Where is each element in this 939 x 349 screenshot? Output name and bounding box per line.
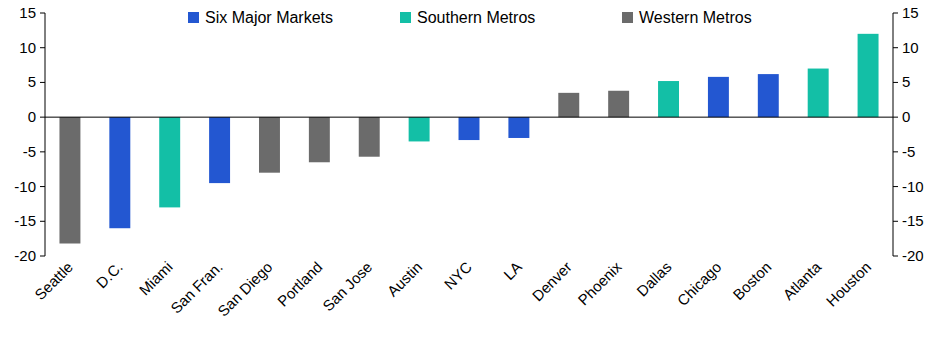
y2-tick: [893, 256, 898, 257]
bar: [508, 117, 529, 138]
y2-tick-label: -10: [902, 178, 924, 195]
x-tick-label: NYC: [441, 258, 476, 293]
y-tick-label: -10: [14, 178, 36, 195]
y-tick: [40, 47, 45, 48]
y2-tick: [893, 82, 898, 83]
bar: [159, 117, 180, 207]
x-tick-label: Chicago: [674, 258, 725, 309]
bar: [359, 117, 380, 157]
bar: [758, 74, 779, 117]
bar: [109, 117, 130, 228]
y-tick-label: 15: [19, 4, 36, 21]
y-tick: [40, 117, 45, 118]
y-tick: [40, 151, 45, 152]
bar: [59, 117, 80, 243]
bar: [658, 81, 679, 117]
bar: [209, 117, 230, 183]
y-tick: [40, 186, 45, 187]
bar: [409, 117, 430, 141]
legend-label: Western Metros: [639, 9, 752, 26]
y2-tick: [893, 221, 898, 222]
y2-tick-label: -5: [902, 143, 915, 160]
x-tick-label: Austin: [384, 258, 426, 300]
y-tick: [40, 221, 45, 222]
bar: [708, 77, 729, 117]
bar: [558, 93, 579, 117]
x-tick-label: LA: [500, 258, 525, 283]
y-tick: [40, 82, 45, 83]
y-tick-label: -20: [14, 247, 36, 264]
x-tick-label: Boston: [729, 258, 774, 303]
legend-swatch: [400, 12, 411, 23]
y2-tick-label: 0: [902, 108, 910, 125]
legend-label: Six Major Markets: [205, 9, 333, 26]
y-axis-right: [893, 13, 894, 256]
x-tick-label: San Diego: [214, 258, 276, 320]
y2-tick: [893, 151, 898, 152]
x-tick-label: Dallas: [633, 258, 674, 299]
y-tick: [40, 256, 45, 257]
y2-tick-label: -20: [902, 247, 924, 264]
y2-tick-label: -15: [902, 212, 924, 229]
x-tick-label: Miami: [136, 258, 176, 298]
legend-label: Southern Metros: [417, 9, 535, 26]
y-tick-label: -5: [23, 143, 36, 160]
chart: -20 -20 -15 -15 -10 -10 -5 -5 0 0 5 5 10 10 15 15 Seattl…: [0, 0, 939, 349]
y-tick: [40, 13, 45, 14]
y-tick-label: -15: [14, 212, 36, 229]
y2-tick-label: 15: [902, 4, 919, 21]
y-tick-label: 5: [28, 73, 36, 90]
x-tick-label: Houston: [823, 258, 875, 310]
y2-tick: [893, 117, 898, 118]
bar: [259, 117, 280, 173]
y2-tick: [893, 13, 898, 14]
y2-tick-label: 10: [902, 39, 919, 56]
legend-swatch: [622, 12, 633, 23]
x-tick-label: Seattle: [31, 258, 76, 303]
bars: [59, 34, 878, 244]
bar: [309, 117, 330, 162]
bar: [608, 91, 629, 117]
y2-tick: [893, 186, 898, 187]
zero-line: [45, 117, 893, 118]
bar: [808, 69, 829, 118]
x-tick-label: D.C.: [93, 258, 126, 291]
y-tick-label: 10: [19, 39, 36, 56]
x-tick-label: Atlanta: [779, 258, 825, 304]
x-tick-label: San Jose: [319, 258, 375, 314]
bar: [858, 34, 879, 117]
y-axis-left: [45, 13, 46, 256]
y2-tick: [893, 47, 898, 48]
legend-swatch: [188, 12, 199, 23]
x-tick-label: Denver: [529, 258, 575, 304]
bar: [459, 117, 480, 140]
x-tick-label: Phoenix: [574, 258, 625, 309]
x-tick-label: Portland: [274, 258, 326, 310]
y-tick-label: 0: [28, 108, 36, 125]
y2-tick-label: 5: [902, 73, 910, 90]
